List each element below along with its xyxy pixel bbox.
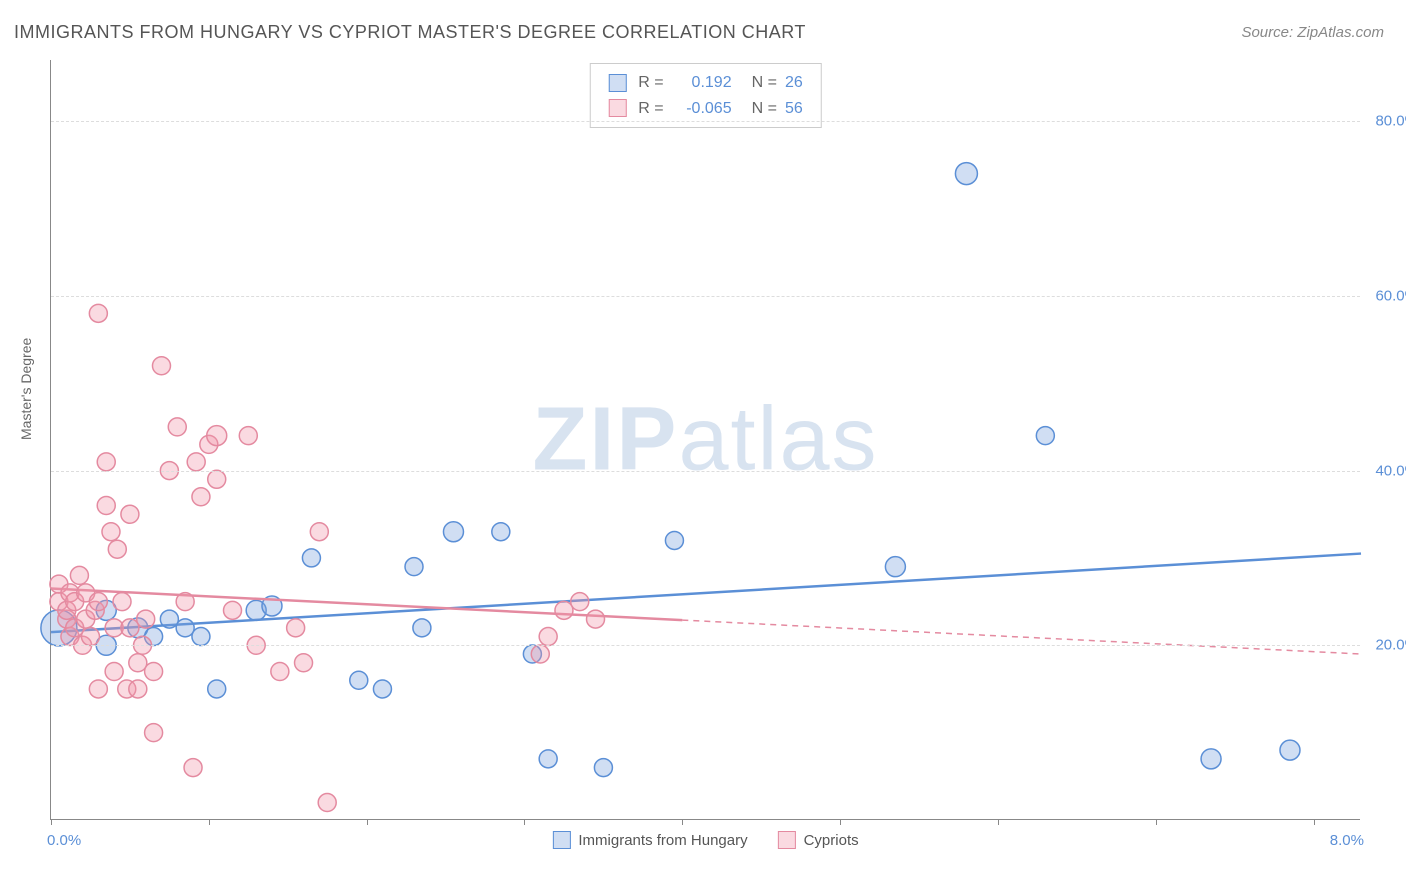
xtick	[682, 819, 683, 825]
swatch-pink-icon	[778, 831, 796, 849]
legend-item-pink: Cypriots	[778, 831, 859, 849]
chart-svg	[51, 60, 1360, 819]
xtick	[524, 819, 525, 825]
chart-title: IMMIGRANTS FROM HUNGARY VS CYPRIOT MASTE…	[14, 22, 806, 43]
gridline	[51, 296, 1360, 297]
ytick-label: 20.0%	[1375, 637, 1406, 654]
source-attribution: Source: ZipAtlas.com	[1241, 24, 1384, 41]
xaxis-min-label: 0.0%	[47, 832, 81, 849]
xaxis-max-label: 8.0%	[1330, 832, 1364, 849]
ytick-label: 60.0%	[1375, 287, 1406, 304]
bottom-legend: Immigrants from Hungary Cypriots	[552, 831, 858, 849]
swatch-blue-icon	[552, 831, 570, 849]
gridline	[51, 471, 1360, 472]
xtick	[367, 819, 368, 825]
xtick	[51, 819, 52, 825]
xtick	[998, 819, 999, 825]
xtick	[840, 819, 841, 825]
plot-area: ZIPatlas R = 0.192 N = 26 R = -0.065 N =…	[50, 60, 1360, 820]
xtick	[1314, 819, 1315, 825]
legend-label-blue: Immigrants from Hungary	[578, 832, 747, 849]
gridline	[51, 645, 1360, 646]
legend-label-pink: Cypriots	[804, 832, 859, 849]
gridline	[51, 121, 1360, 122]
ytick-label: 80.0%	[1375, 113, 1406, 130]
y-axis-label: Master's Degree	[18, 338, 34, 440]
xtick	[1156, 819, 1157, 825]
ytick-label: 40.0%	[1375, 462, 1406, 479]
xtick	[209, 819, 210, 825]
legend-item-blue: Immigrants from Hungary	[552, 831, 747, 849]
